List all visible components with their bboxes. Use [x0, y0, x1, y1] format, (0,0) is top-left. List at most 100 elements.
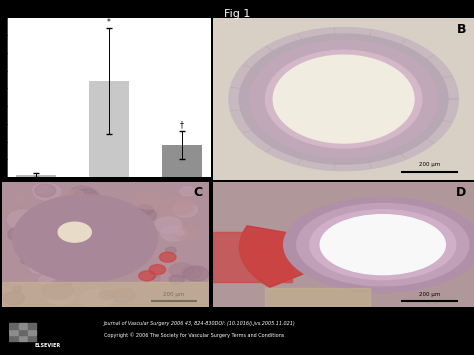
Bar	[17, 175, 56, 177]
Bar	[9, 329, 18, 335]
Circle shape	[88, 230, 114, 245]
Circle shape	[139, 271, 155, 281]
Circle shape	[13, 195, 157, 282]
Bar	[27, 329, 36, 335]
Circle shape	[320, 215, 445, 275]
Circle shape	[35, 184, 56, 197]
Text: 200 μm: 200 μm	[164, 292, 184, 297]
Bar	[9, 336, 18, 341]
Circle shape	[46, 217, 69, 231]
Circle shape	[55, 233, 73, 243]
Circle shape	[165, 247, 176, 253]
Circle shape	[33, 184, 61, 200]
Circle shape	[250, 40, 438, 158]
Circle shape	[57, 256, 84, 272]
Text: A: A	[221, 1, 231, 15]
Circle shape	[273, 55, 414, 143]
Circle shape	[161, 225, 187, 241]
Bar	[18, 329, 27, 335]
Bar	[265, 288, 370, 307]
Bar	[162, 145, 201, 177]
Circle shape	[159, 252, 176, 262]
Circle shape	[46, 247, 73, 263]
Circle shape	[146, 249, 160, 257]
Circle shape	[134, 209, 156, 222]
Circle shape	[152, 276, 161, 281]
Circle shape	[3, 292, 25, 305]
Circle shape	[310, 210, 456, 280]
Circle shape	[25, 276, 34, 282]
Text: *: *	[107, 18, 111, 27]
Text: D: D	[456, 186, 466, 199]
Circle shape	[169, 263, 193, 278]
Circle shape	[68, 263, 90, 276]
Circle shape	[137, 205, 154, 215]
Circle shape	[100, 239, 125, 254]
Circle shape	[43, 281, 73, 300]
Circle shape	[8, 227, 33, 242]
Text: B: B	[456, 23, 466, 36]
Title: Neointima/Media Thickness Ratio: Neointima/Media Thickness Ratio	[43, 10, 175, 16]
Circle shape	[265, 50, 422, 148]
Circle shape	[118, 247, 129, 254]
Bar	[213, 232, 292, 282]
Circle shape	[173, 203, 198, 217]
Circle shape	[182, 266, 202, 279]
Circle shape	[36, 218, 54, 229]
Circle shape	[67, 265, 96, 282]
Circle shape	[67, 190, 83, 200]
Circle shape	[177, 198, 192, 207]
Text: Copyright © 2006 The Society for Vascular Surgery Terms and Conditions: Copyright © 2006 The Society for Vascula…	[104, 332, 284, 338]
Bar	[18, 336, 27, 341]
Circle shape	[111, 252, 121, 258]
Circle shape	[169, 275, 184, 284]
Text: †: †	[180, 120, 183, 129]
Text: C: C	[194, 186, 203, 199]
Circle shape	[21, 226, 38, 237]
Circle shape	[176, 230, 184, 235]
Bar	[27, 336, 36, 341]
Circle shape	[81, 290, 112, 309]
Bar	[27, 323, 36, 329]
Circle shape	[8, 210, 39, 229]
Circle shape	[30, 263, 47, 273]
Circle shape	[21, 257, 32, 264]
Circle shape	[155, 217, 182, 233]
Wedge shape	[239, 226, 370, 287]
Circle shape	[38, 275, 55, 285]
Circle shape	[283, 197, 474, 292]
Circle shape	[151, 278, 172, 290]
Circle shape	[183, 266, 209, 281]
Circle shape	[149, 264, 166, 275]
Text: 200 μm: 200 μm	[419, 292, 440, 297]
Circle shape	[99, 290, 114, 300]
Bar	[18, 323, 27, 329]
Circle shape	[111, 289, 135, 303]
Circle shape	[175, 226, 201, 241]
Circle shape	[162, 196, 193, 215]
Text: ELSEVIER: ELSEVIER	[34, 343, 61, 348]
Circle shape	[33, 184, 48, 193]
Bar	[89, 81, 129, 177]
Circle shape	[47, 289, 73, 304]
Circle shape	[229, 27, 458, 171]
Circle shape	[58, 222, 91, 242]
Circle shape	[13, 286, 22, 291]
Circle shape	[297, 203, 469, 286]
Circle shape	[64, 280, 72, 285]
Circle shape	[133, 191, 163, 209]
Circle shape	[69, 186, 96, 202]
Circle shape	[120, 218, 141, 231]
Circle shape	[12, 194, 27, 203]
Circle shape	[119, 223, 141, 236]
Circle shape	[239, 34, 448, 164]
Circle shape	[161, 202, 169, 207]
Circle shape	[180, 187, 195, 196]
Circle shape	[88, 271, 107, 282]
Circle shape	[98, 201, 128, 219]
Circle shape	[159, 210, 181, 223]
Text: Fig 1: Fig 1	[224, 9, 250, 19]
Circle shape	[73, 189, 100, 204]
Circle shape	[158, 263, 168, 270]
Bar	[2, 282, 209, 307]
